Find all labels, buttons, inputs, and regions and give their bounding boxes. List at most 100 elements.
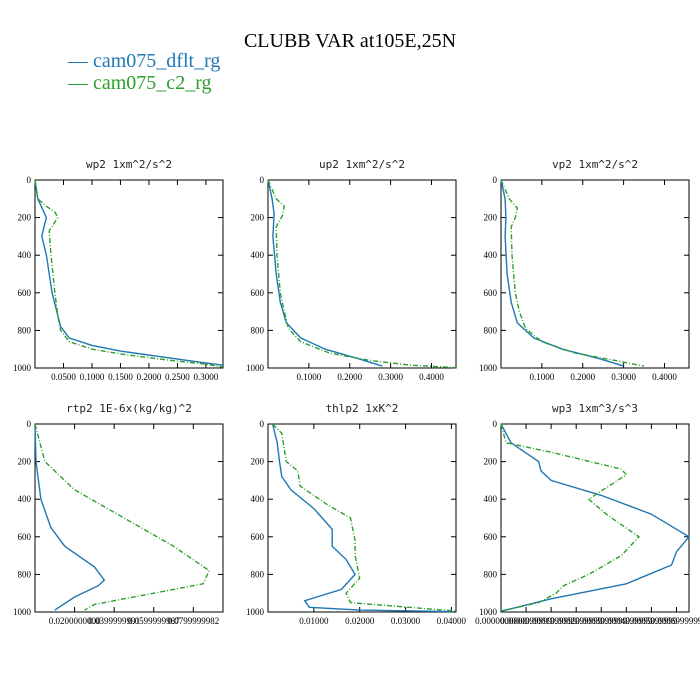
y-tick-label: 400 [18, 250, 32, 260]
panel-title: rtp2 1E-6x(kg/kg)^2 [66, 402, 192, 415]
x-tick-label: 0.04000 [437, 616, 467, 626]
y-tick-label: 600 [484, 532, 498, 542]
y-tick-label: 1000 [246, 607, 265, 617]
y-tick-label: 400 [484, 494, 498, 504]
series-line-c2 [500, 423, 640, 612]
x-tick-label: 0.3000 [378, 372, 403, 382]
y-tick-label: 0 [493, 419, 498, 429]
plot-frame [267, 423, 457, 613]
legend-entry-c2: — cam075_c2_rg [68, 72, 212, 94]
panel-6: wp3 1xm^3/s^3 0 200 400 600 800 10000.00000000… [475, 402, 700, 626]
series-line-dflt [271, 423, 452, 613]
panel-4: rtp2 1E-6x(kg/kg)^2 0 200 400 600 800 1000 0.02… [13, 402, 224, 626]
legend-entry-dflt: — cam075_dflt_rg [68, 50, 221, 72]
series-line-c2 [34, 179, 224, 368]
series-line-c2 [272, 423, 457, 612]
y-tick-label: 800 [251, 569, 265, 579]
series-line-dflt [267, 179, 383, 367]
y-tick-label: 200 [484, 213, 498, 223]
plot-frame [267, 179, 457, 369]
y-tick-label: 0 [260, 175, 265, 185]
x-tick-label: 0.2500 [165, 372, 190, 382]
y-tick-label: 400 [251, 494, 265, 504]
y-tick-label: 1000 [479, 363, 498, 373]
panel-title: thlp2 1xK^2 [326, 402, 399, 415]
y-tick-label: 200 [484, 457, 498, 467]
plot-frame [34, 423, 224, 613]
series-line-dflt [500, 423, 691, 612]
y-tick-label: 800 [18, 569, 32, 579]
x-tick-label: 0.0002999999 [550, 616, 602, 626]
y-tick-label: 600 [484, 288, 498, 298]
x-tick-label: 0.1500 [108, 372, 133, 382]
x-tick-label: 0.0500 [51, 372, 76, 382]
y-tick-label: 0 [493, 175, 498, 185]
y-tick-label: 0 [27, 175, 32, 185]
y-tick-label: 400 [484, 250, 498, 260]
x-tick-label: 0.0003999999 [575, 616, 627, 626]
y-tick-label: 1000 [13, 363, 32, 373]
y-tick-label: 1000 [13, 607, 32, 617]
series-line-dflt [34, 423, 106, 611]
panel-title: up2 1xm^2/s^2 [319, 158, 405, 171]
y-tick-label: 400 [251, 250, 265, 260]
y-tick-label: 600 [251, 532, 265, 542]
y-tick-label: 200 [251, 213, 265, 223]
y-tick-label: 200 [18, 213, 32, 223]
panel-3: vp2 1xm^2/s^2 0 200 400 600 800 1000 0.1000 0.20… [479, 158, 690, 382]
y-tick-label: 800 [18, 325, 32, 335]
x-tick-label: 0.0000000000 [475, 616, 527, 626]
y-tick-label: 1000 [246, 363, 265, 373]
panel-title: wp3 1xm^3/s^3 [552, 402, 638, 415]
panel-title: vp2 1xm^2/s^2 [552, 158, 638, 171]
x-tick-label: 0.1000 [80, 372, 105, 382]
y-tick-label: 0 [27, 419, 32, 429]
x-tick-label: 0.0599999987 [128, 616, 180, 626]
x-tick-label: 0.03000 [391, 616, 421, 626]
x-tick-label: 0.0005999999 [626, 616, 678, 626]
x-tick-label: 0.0001999999 [525, 616, 577, 626]
y-tick-label: 400 [18, 494, 32, 504]
series-line-dflt [500, 179, 624, 367]
x-tick-label: 0.2000 [337, 372, 362, 382]
x-tick-label: 0.1000 [296, 372, 321, 382]
series-line-c2 [34, 423, 210, 611]
panel-5: thlp2 1xK^2 0 200 400 600 800 1000 0.01000 0.020… [246, 402, 467, 626]
x-tick-label: 0.4000 [419, 372, 444, 382]
y-tick-label: 600 [18, 288, 32, 298]
y-tick-label: 800 [484, 325, 498, 335]
panel-2: up2 1xm^2/s^2 0 200 400 600 800 1000 0.1000 0.20… [246, 158, 457, 382]
y-tick-label: 800 [251, 325, 265, 335]
x-tick-label: 0.2000 [137, 372, 162, 382]
chart-title: CLUBB VAR at105E,25N [243, 30, 457, 52]
series-line-c2 [500, 179, 645, 367]
x-tick-label: 0.02000 [345, 616, 375, 626]
x-tick-label: 0.0399999991 [88, 616, 140, 626]
x-tick-label: 0.0004999999 [600, 616, 652, 626]
panel-1: wp2 1xm^2/s^2 0 200 400 600 800 1000 0.0500 0.10… [13, 158, 224, 382]
y-tick-label: 800 [484, 569, 498, 579]
x-tick-label: 0.3000 [611, 372, 636, 382]
x-tick-label: 0.3000 [194, 372, 219, 382]
plot-frame [500, 423, 690, 613]
y-tick-label: 0 [260, 419, 265, 429]
x-tick-label: 0.4000 [652, 372, 677, 382]
x-tick-label: 0.1000 [529, 372, 554, 382]
plot-frame [34, 179, 224, 369]
y-tick-label: 600 [18, 532, 32, 542]
x-tick-label: 0.0000999999 [500, 616, 552, 626]
y-tick-label: 200 [251, 457, 265, 467]
panel-title: wp2 1xm^2/s^2 [86, 158, 172, 171]
x-tick-label: 0.2000 [570, 372, 595, 382]
series-line-dflt [34, 179, 224, 366]
x-tick-label: 0.0006999999 [651, 616, 700, 626]
y-tick-label: 1000 [479, 607, 498, 617]
x-tick-label: 0.0799999982 [167, 616, 219, 626]
x-tick-label: 0.0200000000 [49, 616, 101, 626]
y-tick-label: 200 [18, 457, 32, 467]
series-line-c2 [267, 179, 457, 369]
plot-frame [500, 179, 690, 369]
y-tick-label: 600 [251, 288, 265, 298]
x-tick-label: 0.01000 [299, 616, 329, 626]
